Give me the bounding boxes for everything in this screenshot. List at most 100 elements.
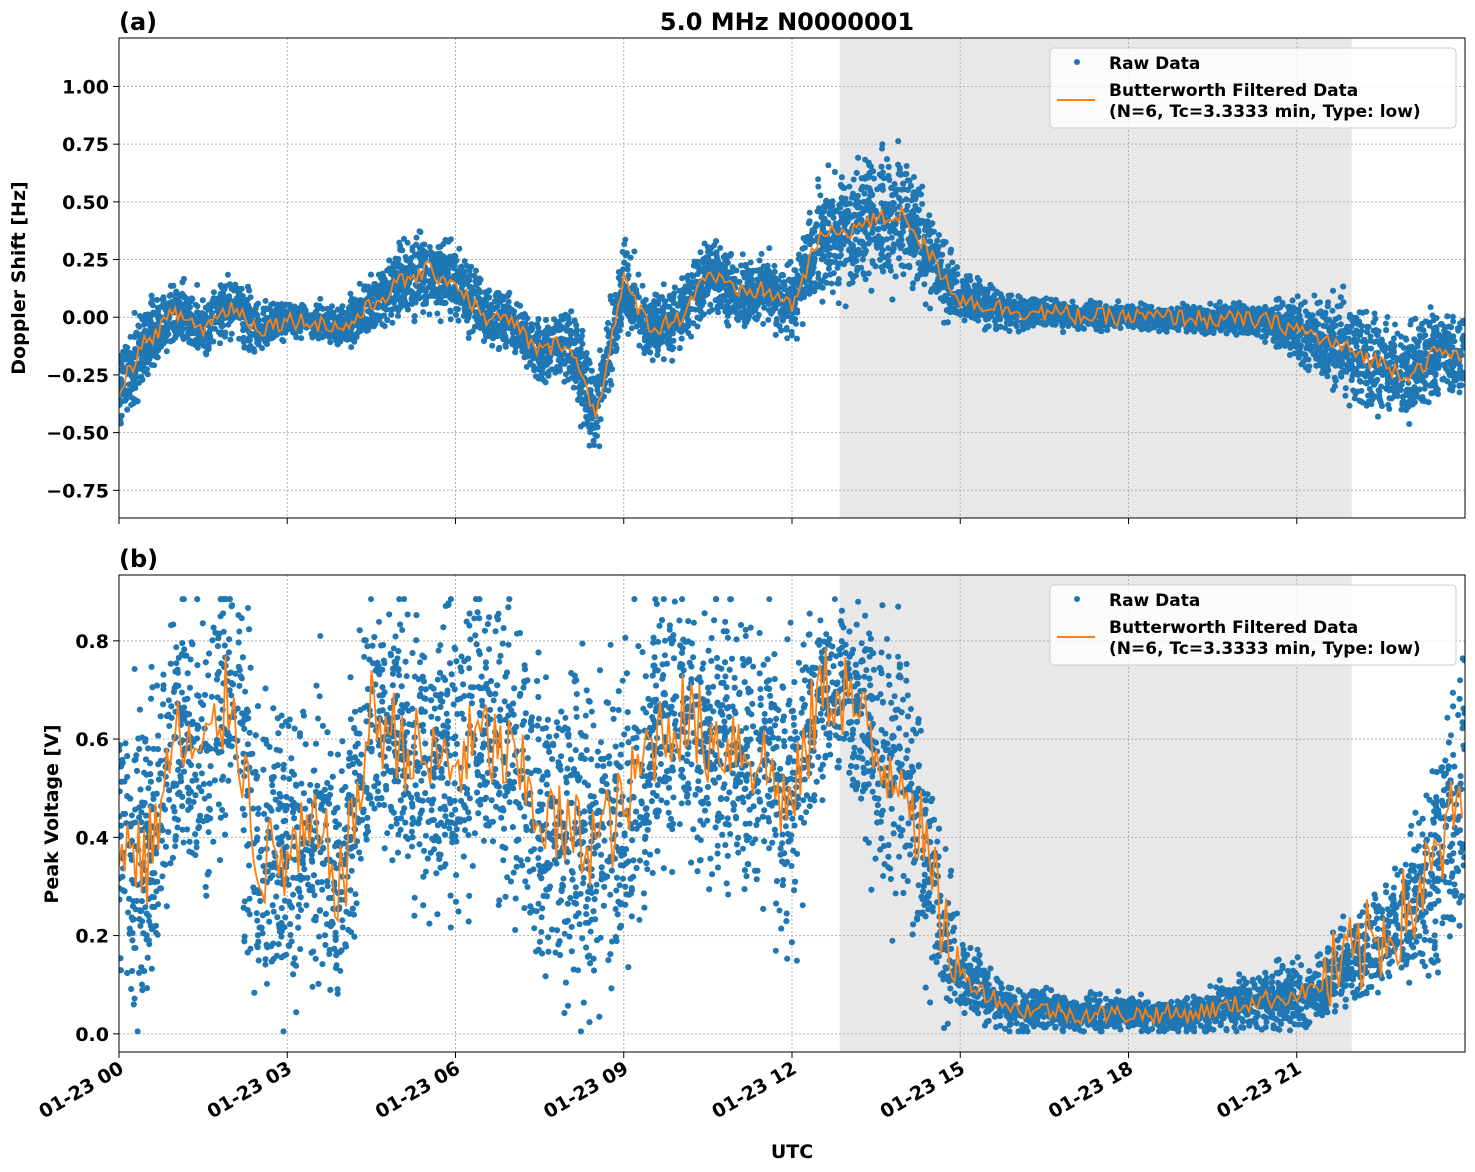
raw-data-point bbox=[766, 245, 773, 252]
raw-data-point bbox=[815, 270, 822, 277]
raw-data-points bbox=[119, 138, 1465, 450]
raw-data-point bbox=[622, 236, 629, 243]
y-tick-label: 0.25 bbox=[62, 250, 109, 272]
raw-data-point bbox=[621, 241, 628, 248]
raw-data-point bbox=[1427, 304, 1434, 311]
raw-data-point bbox=[1399, 362, 1405, 369]
raw-data-point bbox=[270, 300, 277, 307]
raw-data-point bbox=[591, 442, 597, 448]
raw-data-point bbox=[1346, 402, 1353, 409]
raw-data-point bbox=[217, 340, 223, 347]
y-tick-label: 1.00 bbox=[62, 76, 109, 98]
raw-data-point bbox=[1426, 322, 1433, 329]
raw-data-point bbox=[888, 234, 895, 241]
raw-data-point bbox=[1342, 385, 1349, 392]
raw-data-point bbox=[921, 281, 928, 288]
raw-data-point bbox=[620, 266, 627, 273]
raw-data-point bbox=[1104, 327, 1111, 333]
raw-data-point bbox=[1419, 320, 1425, 327]
raw-data-point bbox=[348, 344, 355, 351]
raw-data-point bbox=[417, 229, 424, 235]
y-tick-label: 0.00 bbox=[62, 307, 109, 329]
raw-data-point bbox=[453, 305, 460, 312]
raw-data-point bbox=[1384, 345, 1391, 351]
raw-data-point bbox=[437, 318, 444, 325]
raw-data-point bbox=[1262, 339, 1269, 345]
x-axis-label: UTC bbox=[771, 1141, 813, 1163]
raw-data-point bbox=[465, 314, 472, 321]
raw-data-point bbox=[628, 325, 635, 332]
raw-data-point bbox=[717, 245, 724, 251]
raw-data-point bbox=[404, 239, 411, 246]
raw-data-point bbox=[396, 239, 403, 246]
raw-data-point bbox=[594, 432, 600, 439]
raw-data-point bbox=[625, 331, 632, 337]
raw-data-point bbox=[461, 258, 468, 265]
raw-data-point bbox=[835, 300, 842, 307]
raw-data-point bbox=[247, 294, 254, 301]
raw-data-point bbox=[489, 342, 496, 349]
raw-data-point bbox=[1348, 323, 1355, 330]
raw-data-point bbox=[636, 342, 643, 349]
raw-data-point bbox=[329, 303, 335, 310]
raw-data-point bbox=[1384, 314, 1391, 320]
raw-data-point bbox=[210, 289, 217, 296]
raw-data-point bbox=[860, 270, 867, 277]
raw-data-point bbox=[828, 280, 835, 287]
raw-data-point bbox=[194, 281, 201, 288]
raw-data-point bbox=[627, 254, 634, 261]
panel-label-b: (b) bbox=[119, 545, 158, 573]
raw-data-point bbox=[579, 333, 585, 339]
raw-data-point bbox=[426, 244, 433, 250]
raw-data-point bbox=[829, 289, 836, 296]
raw-data-point bbox=[1456, 389, 1463, 396]
raw-data-point bbox=[758, 250, 765, 257]
raw-data-point bbox=[815, 183, 822, 190]
raw-data-point bbox=[1392, 321, 1398, 328]
raw-data-point bbox=[697, 249, 704, 256]
raw-data-point bbox=[788, 332, 795, 339]
raw-data-point bbox=[1446, 386, 1453, 393]
raw-data-point bbox=[1351, 395, 1358, 402]
raw-data-point bbox=[976, 277, 983, 284]
raw-data-point bbox=[1013, 323, 1020, 330]
raw-data-point bbox=[837, 210, 844, 217]
raw-data-point bbox=[1450, 333, 1457, 340]
raw-data-point bbox=[201, 342, 207, 349]
raw-data-point bbox=[1069, 298, 1076, 305]
raw-data-point bbox=[469, 328, 476, 335]
raw-data-point bbox=[895, 230, 902, 237]
raw-data-point bbox=[227, 336, 234, 343]
raw-data-point bbox=[597, 347, 603, 354]
raw-data-point bbox=[747, 259, 754, 266]
raw-data-point bbox=[119, 412, 125, 419]
raw-data-point bbox=[919, 201, 926, 207]
raw-data-point bbox=[865, 270, 872, 277]
raw-data-point bbox=[688, 333, 695, 340]
raw-data-point bbox=[765, 316, 772, 323]
y-tick-label: 0.50 bbox=[62, 192, 109, 214]
raw-data-point bbox=[825, 162, 832, 169]
raw-data-point bbox=[356, 280, 363, 287]
panel-label-a: (a) bbox=[119, 8, 157, 36]
raw-data-point bbox=[806, 209, 813, 216]
raw-data-point bbox=[298, 335, 305, 342]
raw-data-point bbox=[895, 138, 902, 145]
raw-data-point bbox=[936, 232, 942, 238]
raw-data-point bbox=[713, 249, 720, 256]
raw-data-point bbox=[1156, 328, 1163, 335]
raw-data-point bbox=[701, 240, 708, 247]
raw-data-point bbox=[194, 303, 201, 310]
raw-data-point bbox=[473, 267, 479, 274]
raw-data-point bbox=[1230, 300, 1237, 307]
raw-data-point bbox=[127, 333, 134, 340]
raw-data-point bbox=[815, 275, 822, 281]
raw-data-point bbox=[905, 236, 912, 243]
raw-data-point bbox=[926, 212, 933, 219]
raw-data-point bbox=[1399, 393, 1406, 400]
raw-data-point bbox=[224, 271, 231, 278]
raw-data-point bbox=[669, 357, 676, 364]
raw-data-point bbox=[401, 235, 407, 242]
raw-data-point bbox=[1306, 311, 1313, 318]
